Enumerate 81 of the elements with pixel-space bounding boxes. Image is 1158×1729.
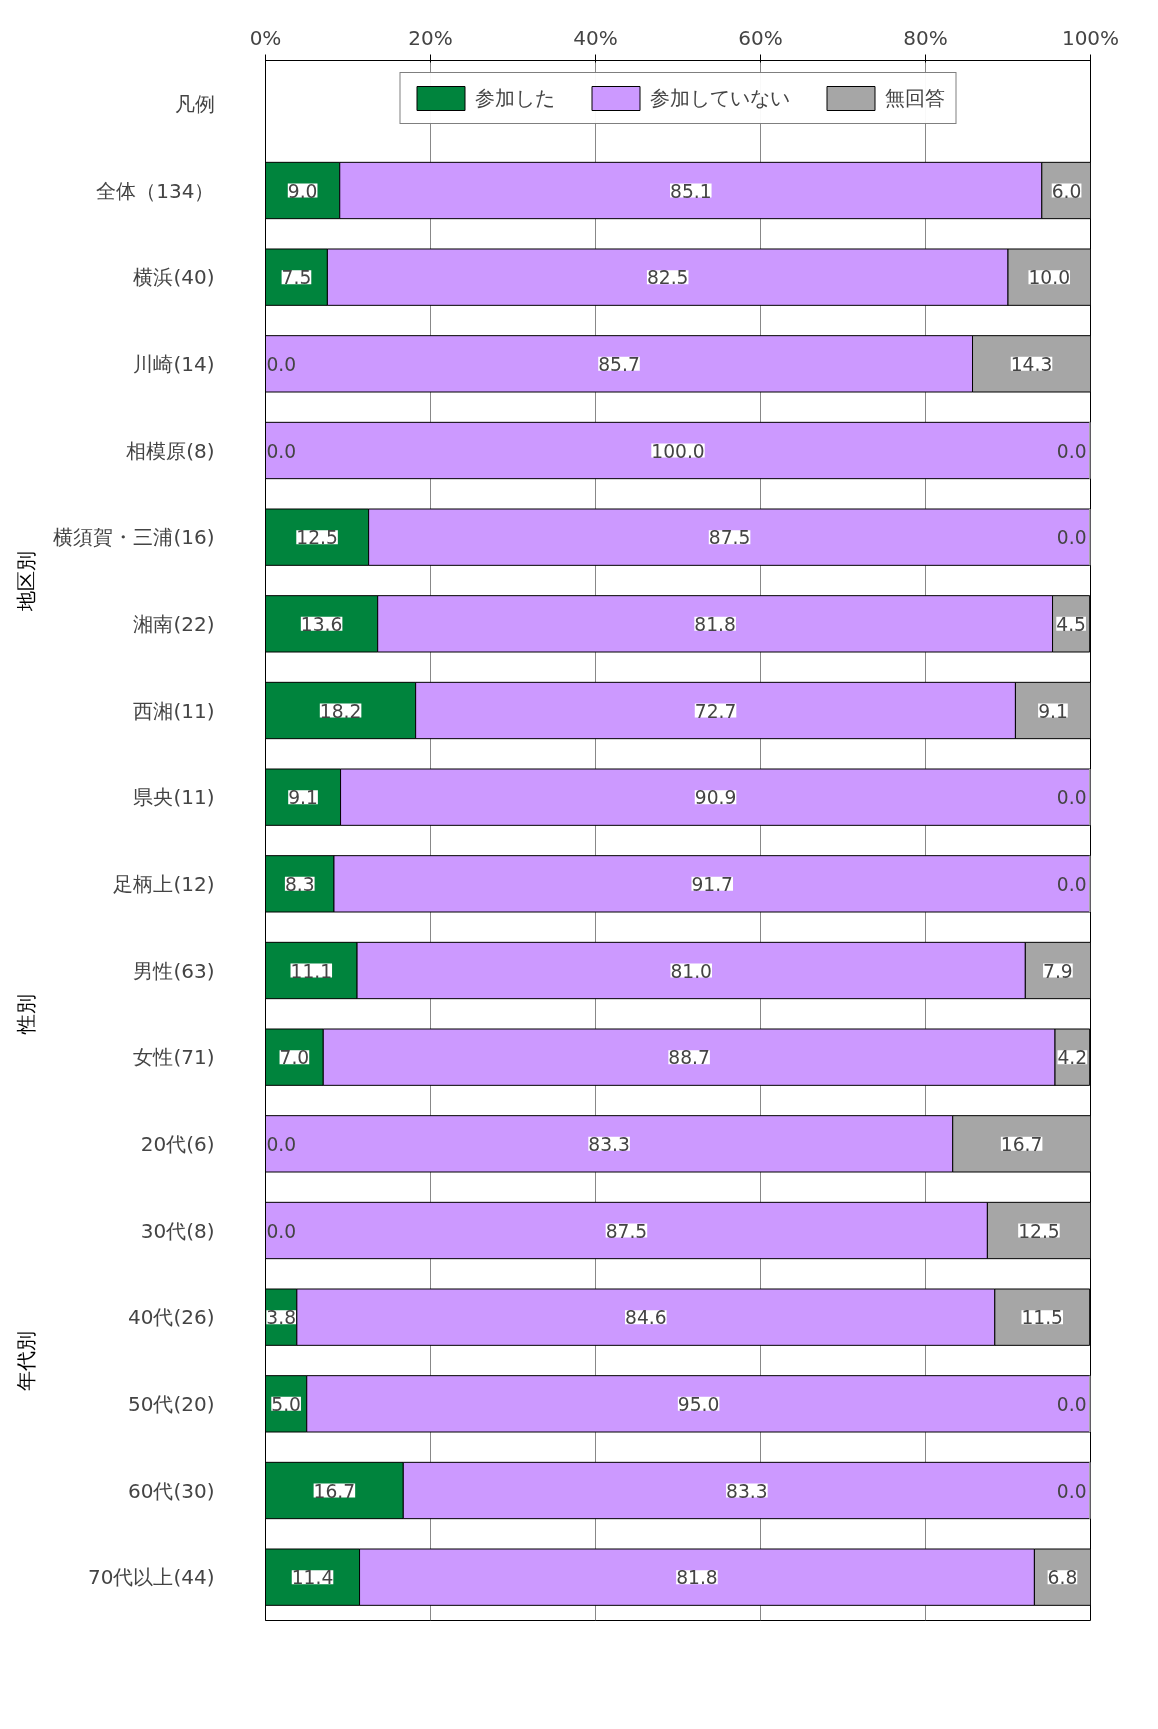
data-label: 0.0 [1056,1480,1087,1502]
y-tick-label: 20代(6) [140,1131,215,1156]
data-label: 12.5 [296,527,338,549]
data-label: 13.6 [300,613,343,635]
y-tick-label: 40代(26) [128,1305,215,1330]
y-tick-label: 足柄上(12) [113,871,215,896]
data-label: 3.8 [266,1307,297,1329]
data-label: 9.0 [287,180,318,202]
data-label: 81.8 [676,1567,718,1589]
data-label: 81.0 [670,960,712,982]
legend-label: 参加していない [650,84,790,112]
data-label: 9.1 [1038,700,1068,722]
data-label: 4.5 [1056,613,1086,635]
legend-title: 凡例 [174,91,215,116]
data-label: 81.8 [694,613,736,635]
y-tick-label: 女性(71) [133,1045,215,1070]
text: 年代別 [13,1330,38,1391]
y-tick-label: 男性(63) [133,958,215,983]
data-label: 4.2 [1057,1047,1088,1069]
x-tick-label: 0% [249,25,282,50]
x-tick-label: 60% [738,25,783,50]
x-tick-label: 40% [573,25,618,50]
data-label: 8.3 [284,873,315,895]
data-label: 0.0 [266,1133,297,1155]
data-label: 100.0 [651,440,705,462]
data-label: 6.0 [1051,180,1082,202]
data-label: 11.5 [1021,1307,1064,1329]
data-label: 0.0 [1056,787,1087,809]
data-label: 7.0 [279,1047,310,1069]
data-label: 87.5 [708,527,751,549]
x-tick-label: 20% [408,25,453,50]
data-label: 0.0 [1056,527,1087,549]
y-tick-label: 湘南(22) [133,611,215,636]
data-label: 84.6 [625,1307,667,1329]
y-tick-label: 県央(11) [133,785,215,810]
data-label: 91.7 [691,873,734,895]
x-tick-label: 100% [1061,25,1120,50]
data-label: 14.3 [1010,353,1053,375]
legend-label: 無回答 [885,84,945,112]
data-label: 88.7 [668,1047,710,1069]
data-label: 83.3 [588,1133,630,1155]
text: 性別 [13,993,38,1035]
data-label: 11.1 [290,960,333,982]
data-label: 6.8 [1047,1567,1078,1589]
data-label: 7.9 [1043,960,1073,982]
data-label: 87.5 [605,1220,648,1242]
data-label: 85.7 [598,353,640,375]
data-label: 85.1 [670,180,712,202]
data-label: 0.0 [266,1220,297,1242]
legend-label: 参加した [475,84,555,112]
y-tick-label: 全体（134） [96,178,215,203]
data-label: 72.7 [694,700,737,722]
data-label: 0.0 [1056,873,1087,895]
data-label: 10.0 [1028,267,1071,289]
data-label: 16.7 [1000,1133,1043,1155]
data-label: 0.0 [1056,440,1087,462]
y-tick-label: 50代(20) [128,1391,215,1416]
data-label: 12.5 [1018,1220,1060,1242]
data-label: 83.3 [726,1480,768,1502]
data-label: 0.0 [1056,1393,1087,1415]
y-tick-label: 30代(8) [140,1218,215,1243]
data-label: 18.2 [319,700,362,722]
data-label: 90.9 [694,787,737,809]
data-label: 82.5 [646,267,689,289]
y-tick-label: 西湘(11) [133,698,215,723]
y-tick-label: 70代以上(44) [88,1565,215,1590]
data-label: 95.0 [677,1393,720,1415]
data-label: 16.7 [313,1480,356,1502]
data-label: 0.0 [266,440,297,462]
y-tick-label: 川崎(14) [133,351,215,376]
data-label: 7.5 [281,267,312,289]
y-tick-label: 横浜(40) [133,265,215,290]
data-label: 5.0 [271,1393,301,1415]
data-label: 9.1 [288,787,318,809]
data-label: 11.4 [291,1567,334,1589]
data-label: 0.0 [266,353,297,375]
text: 地区別 [13,550,38,612]
y-tick-label: 横須賀・三浦(16) [53,525,215,550]
y-tick-label: 相模原(8) [126,438,215,463]
x-tick-label: 80% [903,25,948,50]
y-tick-label: 60代(30) [128,1478,215,1503]
